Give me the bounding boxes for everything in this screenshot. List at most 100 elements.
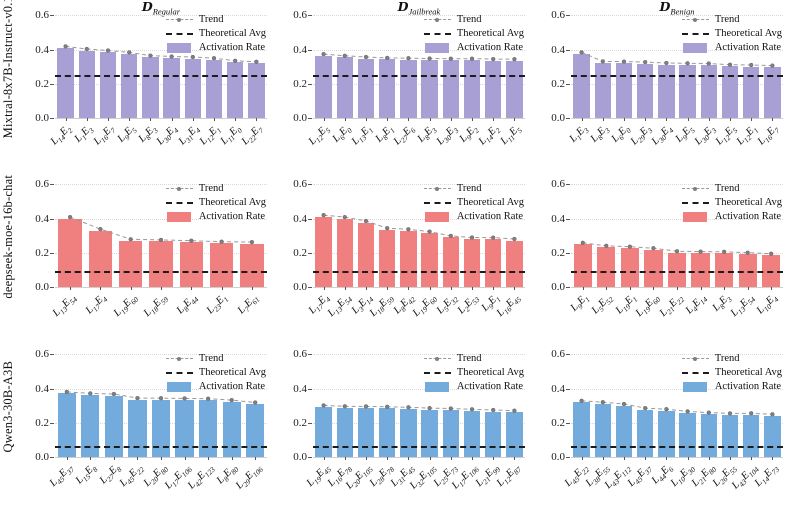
- x-tick-mark: [629, 287, 631, 290]
- x-tick-mark: [366, 118, 367, 121]
- figure-row-deepseek: deepseek-moe-16b-chat Trend Theoretical A…: [0, 169, 793, 338]
- bar: [151, 399, 171, 457]
- trend-line: [579, 50, 775, 68]
- x-tick-mark: [624, 457, 625, 460]
- x-tick-mark: [86, 118, 88, 121]
- bar: [118, 240, 143, 287]
- x-tick-mark: [90, 457, 92, 460]
- x-tick-mark: [472, 287, 473, 290]
- legend-label: Trend: [714, 14, 740, 25]
- x-tick-mark: [606, 287, 608, 290]
- legend-item-activation-rate: Activation Rate: [682, 210, 781, 223]
- legend-label: Theoretical Avg: [714, 197, 782, 208]
- model-name: Mixtral-8x7B-Instruct-v0.1: [1, 0, 15, 139]
- x-tick-label: L19E60: [111, 294, 140, 319]
- x-tick-mark: [450, 287, 452, 290]
- bar: [721, 66, 739, 118]
- y-tick-label: 0.0: [35, 451, 49, 463]
- x-tick-label: L23E1: [205, 294, 231, 317]
- bar: [175, 399, 194, 457]
- trend-line: [321, 51, 517, 62]
- bar: [615, 405, 633, 457]
- legend-label: Activation Rate: [456, 381, 524, 392]
- gridline: [55, 388, 267, 390]
- x-tick-label: L8E44: [174, 294, 201, 317]
- y-tick-label: 0.4: [35, 382, 49, 395]
- x-tick-mark: [323, 118, 325, 121]
- color-swatch-icon: [682, 211, 709, 222]
- bar: [442, 237, 459, 287]
- x-tick-mark: [687, 457, 689, 460]
- x-tick-mark: [408, 118, 410, 121]
- dashed-line-sample-icon: [423, 32, 451, 35]
- bar: [594, 403, 611, 457]
- color-swatch-icon: [424, 381, 451, 392]
- bar: [198, 400, 218, 457]
- x-axis-labels: L12E5 L6E0 L13E1 L8E1 L27E6 L8E3 L30E3 L9E2 L14E…: [307, 118, 525, 168]
- bar: [222, 401, 241, 457]
- trend-line: [63, 44, 259, 64]
- bar: [573, 402, 590, 457]
- plot-area: Trend Theoretical Avg Activation Rate: [50, 351, 267, 460]
- y-tick-label: 0.0: [551, 451, 565, 463]
- x-tick-label: L15E8: [73, 464, 100, 487]
- y-tick-mark: [566, 422, 570, 424]
- trend-line-sample-icon: [681, 356, 709, 361]
- y-tick-label: 0.4: [293, 212, 307, 225]
- legend-item-trend: Trend: [423, 13, 482, 26]
- x-tick-mark: [747, 287, 749, 290]
- x-tick-label: L8E3: [136, 125, 160, 145]
- legend-label: Activation Rate: [198, 381, 266, 392]
- x-tick-label: L19E45: [304, 464, 333, 489]
- y-tick-mark: [566, 287, 570, 288]
- subplot-mixtral-jailbreak: DJailbreak Trend Theoretical Avg Activation…: [275, 0, 533, 169]
- bar: [240, 243, 264, 287]
- x-tick-mark: [387, 287, 389, 290]
- x-tick-mark: [208, 457, 210, 460]
- legend-item-theoretical-avg: Theoretical Avg: [681, 366, 782, 379]
- y-tick-mark: [308, 15, 312, 17]
- bar: [378, 408, 396, 457]
- y-tick-mark: [308, 49, 312, 51]
- x-axis-labels: L1E3 L8E3 L6E0 L29E3 L30E4 L9E5 L30E3 L12E5 L12E…: [568, 118, 783, 168]
- x-axis-labels: L45E22 L38E55 L43E112 L45E37 L44E6 L10E30 L21E…: [563, 457, 783, 507]
- x-tick-mark: [137, 457, 139, 460]
- row-label-mixtral: Mixtral-8x7B-Instruct-v0.1: [0, 0, 17, 169]
- y-tick-label: 0.2: [293, 416, 307, 429]
- bar: [620, 248, 640, 287]
- theoretical-avg-line: [571, 270, 783, 273]
- dashed-line-sample-icon: [681, 371, 709, 374]
- x-tick-mark: [708, 457, 710, 460]
- x-tick-mark: [751, 118, 753, 121]
- dashed-line-sample-icon: [681, 201, 709, 204]
- bar: [205, 59, 223, 118]
- legend-item-theoretical-avg: Theoretical Avg: [681, 27, 782, 40]
- x-tick-label: L1E3: [72, 125, 97, 145]
- bar: [57, 47, 74, 118]
- x-tick-label: L12E1: [197, 125, 224, 148]
- legend-label: Theoretical Avg: [198, 367, 266, 378]
- y-tick-label: 0.2: [35, 77, 49, 90]
- legend-label: Theoretical Avg: [198, 197, 266, 208]
- legend-label: Theoretical Avg: [714, 367, 782, 378]
- x-tick-label: L29E3: [628, 125, 655, 148]
- x-tick-mark: [192, 118, 194, 121]
- x-tick-mark: [70, 287, 72, 290]
- bar: [88, 230, 113, 287]
- bar: [506, 60, 523, 118]
- bar: [357, 222, 375, 287]
- bar: [179, 242, 204, 287]
- x-tick-label: L30E3: [434, 125, 461, 148]
- bar: [700, 65, 717, 118]
- legend-label: Theoretical Avg: [456, 367, 524, 378]
- bar: [78, 50, 95, 118]
- legend-label: Trend: [198, 353, 224, 364]
- y-tick-label: 0.0: [551, 281, 565, 293]
- bar: [573, 53, 590, 118]
- y-tick-label: 0.2: [551, 246, 565, 259]
- y-tick-label: 0.0: [293, 281, 307, 293]
- x-tick-mark: [171, 118, 173, 121]
- legend-label: Activation Rate: [714, 211, 782, 222]
- legend-label: Activation Rate: [198, 211, 266, 222]
- plot-area: Trend Theoretical Avg Activation Rate: [308, 12, 525, 121]
